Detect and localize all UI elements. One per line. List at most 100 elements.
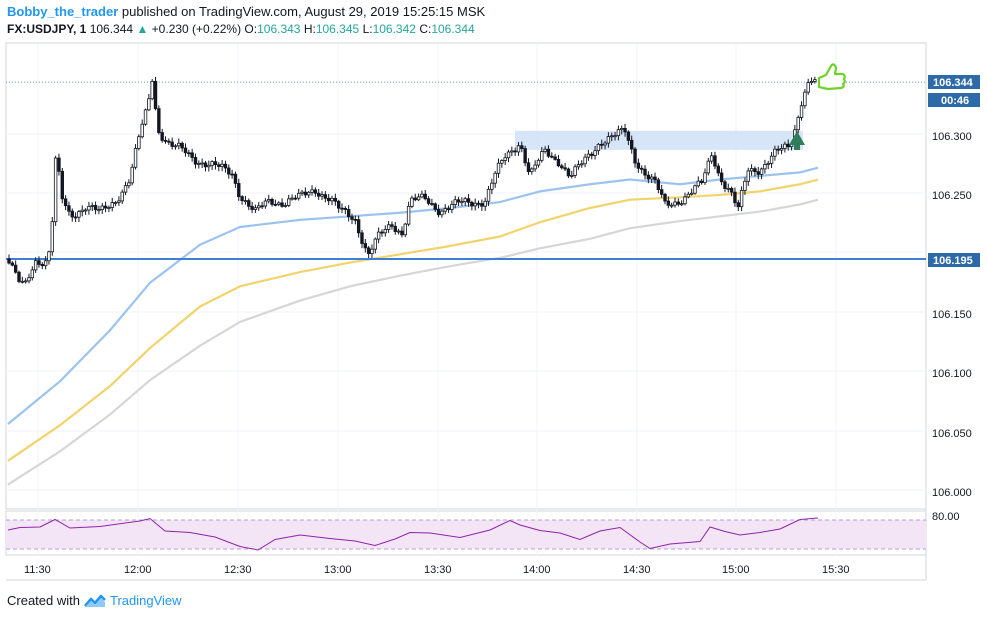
candle-body — [600, 143, 604, 146]
candle — [776, 145, 780, 155]
candle — [659, 184, 664, 198]
candle — [47, 250, 51, 265]
candle-body — [380, 231, 384, 234]
candle — [200, 158, 204, 169]
candle-body — [450, 204, 454, 210]
candle-body — [20, 280, 25, 283]
tradingview-brand-link[interactable]: TradingView — [109, 593, 182, 608]
candle — [27, 273, 31, 284]
candle-body — [107, 207, 111, 209]
candle-body — [526, 162, 531, 173]
candle-body — [560, 165, 564, 169]
candle — [213, 156, 218, 170]
candle-body — [806, 82, 810, 93]
candle — [726, 183, 730, 193]
candle-body — [779, 148, 784, 151]
candle-body — [466, 198, 471, 203]
candle — [746, 167, 750, 186]
candle — [683, 192, 687, 206]
candle — [729, 186, 734, 197]
candle-body — [663, 193, 667, 202]
candle — [127, 179, 131, 189]
candle-body — [596, 143, 601, 152]
candle — [197, 160, 201, 169]
candle-body — [90, 205, 94, 207]
candle-body — [373, 238, 377, 250]
candle-body — [393, 225, 397, 232]
candle-body — [100, 205, 104, 210]
candle-body — [606, 136, 611, 144]
candle-body — [330, 197, 334, 202]
candle-body — [77, 211, 81, 218]
candle — [20, 276, 25, 284]
candle — [227, 164, 231, 179]
annotations — [789, 63, 846, 150]
open-value: 106.343 — [257, 22, 301, 36]
candle — [257, 202, 261, 211]
candle — [306, 190, 311, 199]
candle-body — [620, 128, 624, 131]
time-tick-label: 12:00 — [124, 564, 152, 576]
axes: 106.300 106.250 106.150 106.100 106.050 … — [24, 75, 980, 576]
author-link[interactable]: Bobby_the_trader — [7, 4, 119, 19]
candle — [13, 260, 18, 274]
candle-body — [553, 156, 557, 160]
candle — [43, 256, 48, 270]
candle — [30, 266, 35, 281]
candle — [283, 202, 288, 208]
symbol-name[interactable]: FX:USDJPY, 1 — [7, 22, 87, 36]
candle — [60, 167, 64, 204]
candle-body — [543, 148, 547, 153]
candle-body — [586, 153, 591, 158]
candle-body — [533, 164, 537, 170]
up-arrow-stem-icon — [794, 144, 800, 150]
candle — [147, 94, 151, 112]
candle — [140, 119, 144, 139]
candle-body — [170, 141, 174, 147]
high-value: 106.345 — [315, 22, 360, 36]
candle — [250, 201, 254, 214]
candle — [766, 160, 770, 170]
candle-body — [656, 179, 661, 191]
candle-body — [250, 205, 254, 210]
candle — [410, 195, 414, 209]
candle-body — [153, 80, 158, 110]
candle — [490, 178, 494, 195]
candle-body — [446, 208, 451, 211]
candle-body — [410, 197, 414, 207]
candle — [443, 204, 447, 215]
candle — [613, 131, 617, 141]
candle — [157, 105, 161, 135]
candle-body — [669, 204, 674, 207]
candle-body — [240, 196, 244, 202]
candle — [679, 200, 684, 207]
candle-body — [160, 132, 164, 141]
candle — [713, 151, 717, 170]
candle-body — [290, 197, 294, 200]
candle-body — [416, 196, 421, 201]
candle — [57, 153, 61, 176]
candle — [360, 229, 364, 249]
horizontal-level-line[interactable] — [6, 81, 926, 261]
candle — [466, 193, 471, 207]
candle-body — [763, 164, 767, 170]
candle — [623, 123, 627, 137]
candle-body — [406, 205, 411, 225]
candle-body — [340, 207, 344, 210]
candle-body — [693, 185, 697, 194]
candle — [473, 198, 477, 211]
candle — [17, 270, 21, 284]
candle — [649, 173, 654, 184]
candle-body — [430, 203, 434, 205]
candle-body — [343, 207, 348, 210]
candle — [580, 160, 584, 168]
candle-body — [470, 201, 474, 207]
candle-body — [436, 209, 441, 216]
candle-body — [523, 148, 527, 164]
candle-body — [736, 202, 740, 208]
candle — [67, 201, 71, 216]
candle — [240, 195, 244, 205]
candle-body — [207, 164, 211, 168]
candle-body — [313, 189, 318, 194]
